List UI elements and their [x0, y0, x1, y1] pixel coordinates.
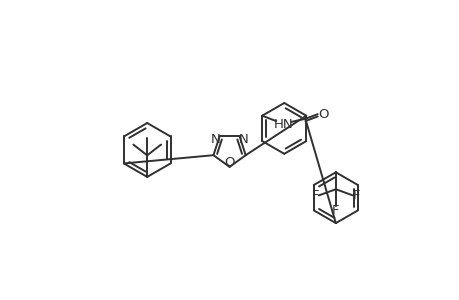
Text: O: O [224, 156, 235, 169]
Text: N: N [210, 133, 220, 146]
Text: O: O [318, 108, 328, 121]
Text: F: F [311, 189, 318, 202]
Text: HN: HN [274, 118, 293, 131]
Text: F: F [352, 189, 359, 202]
Text: N: N [238, 133, 248, 146]
Text: F: F [331, 204, 339, 217]
